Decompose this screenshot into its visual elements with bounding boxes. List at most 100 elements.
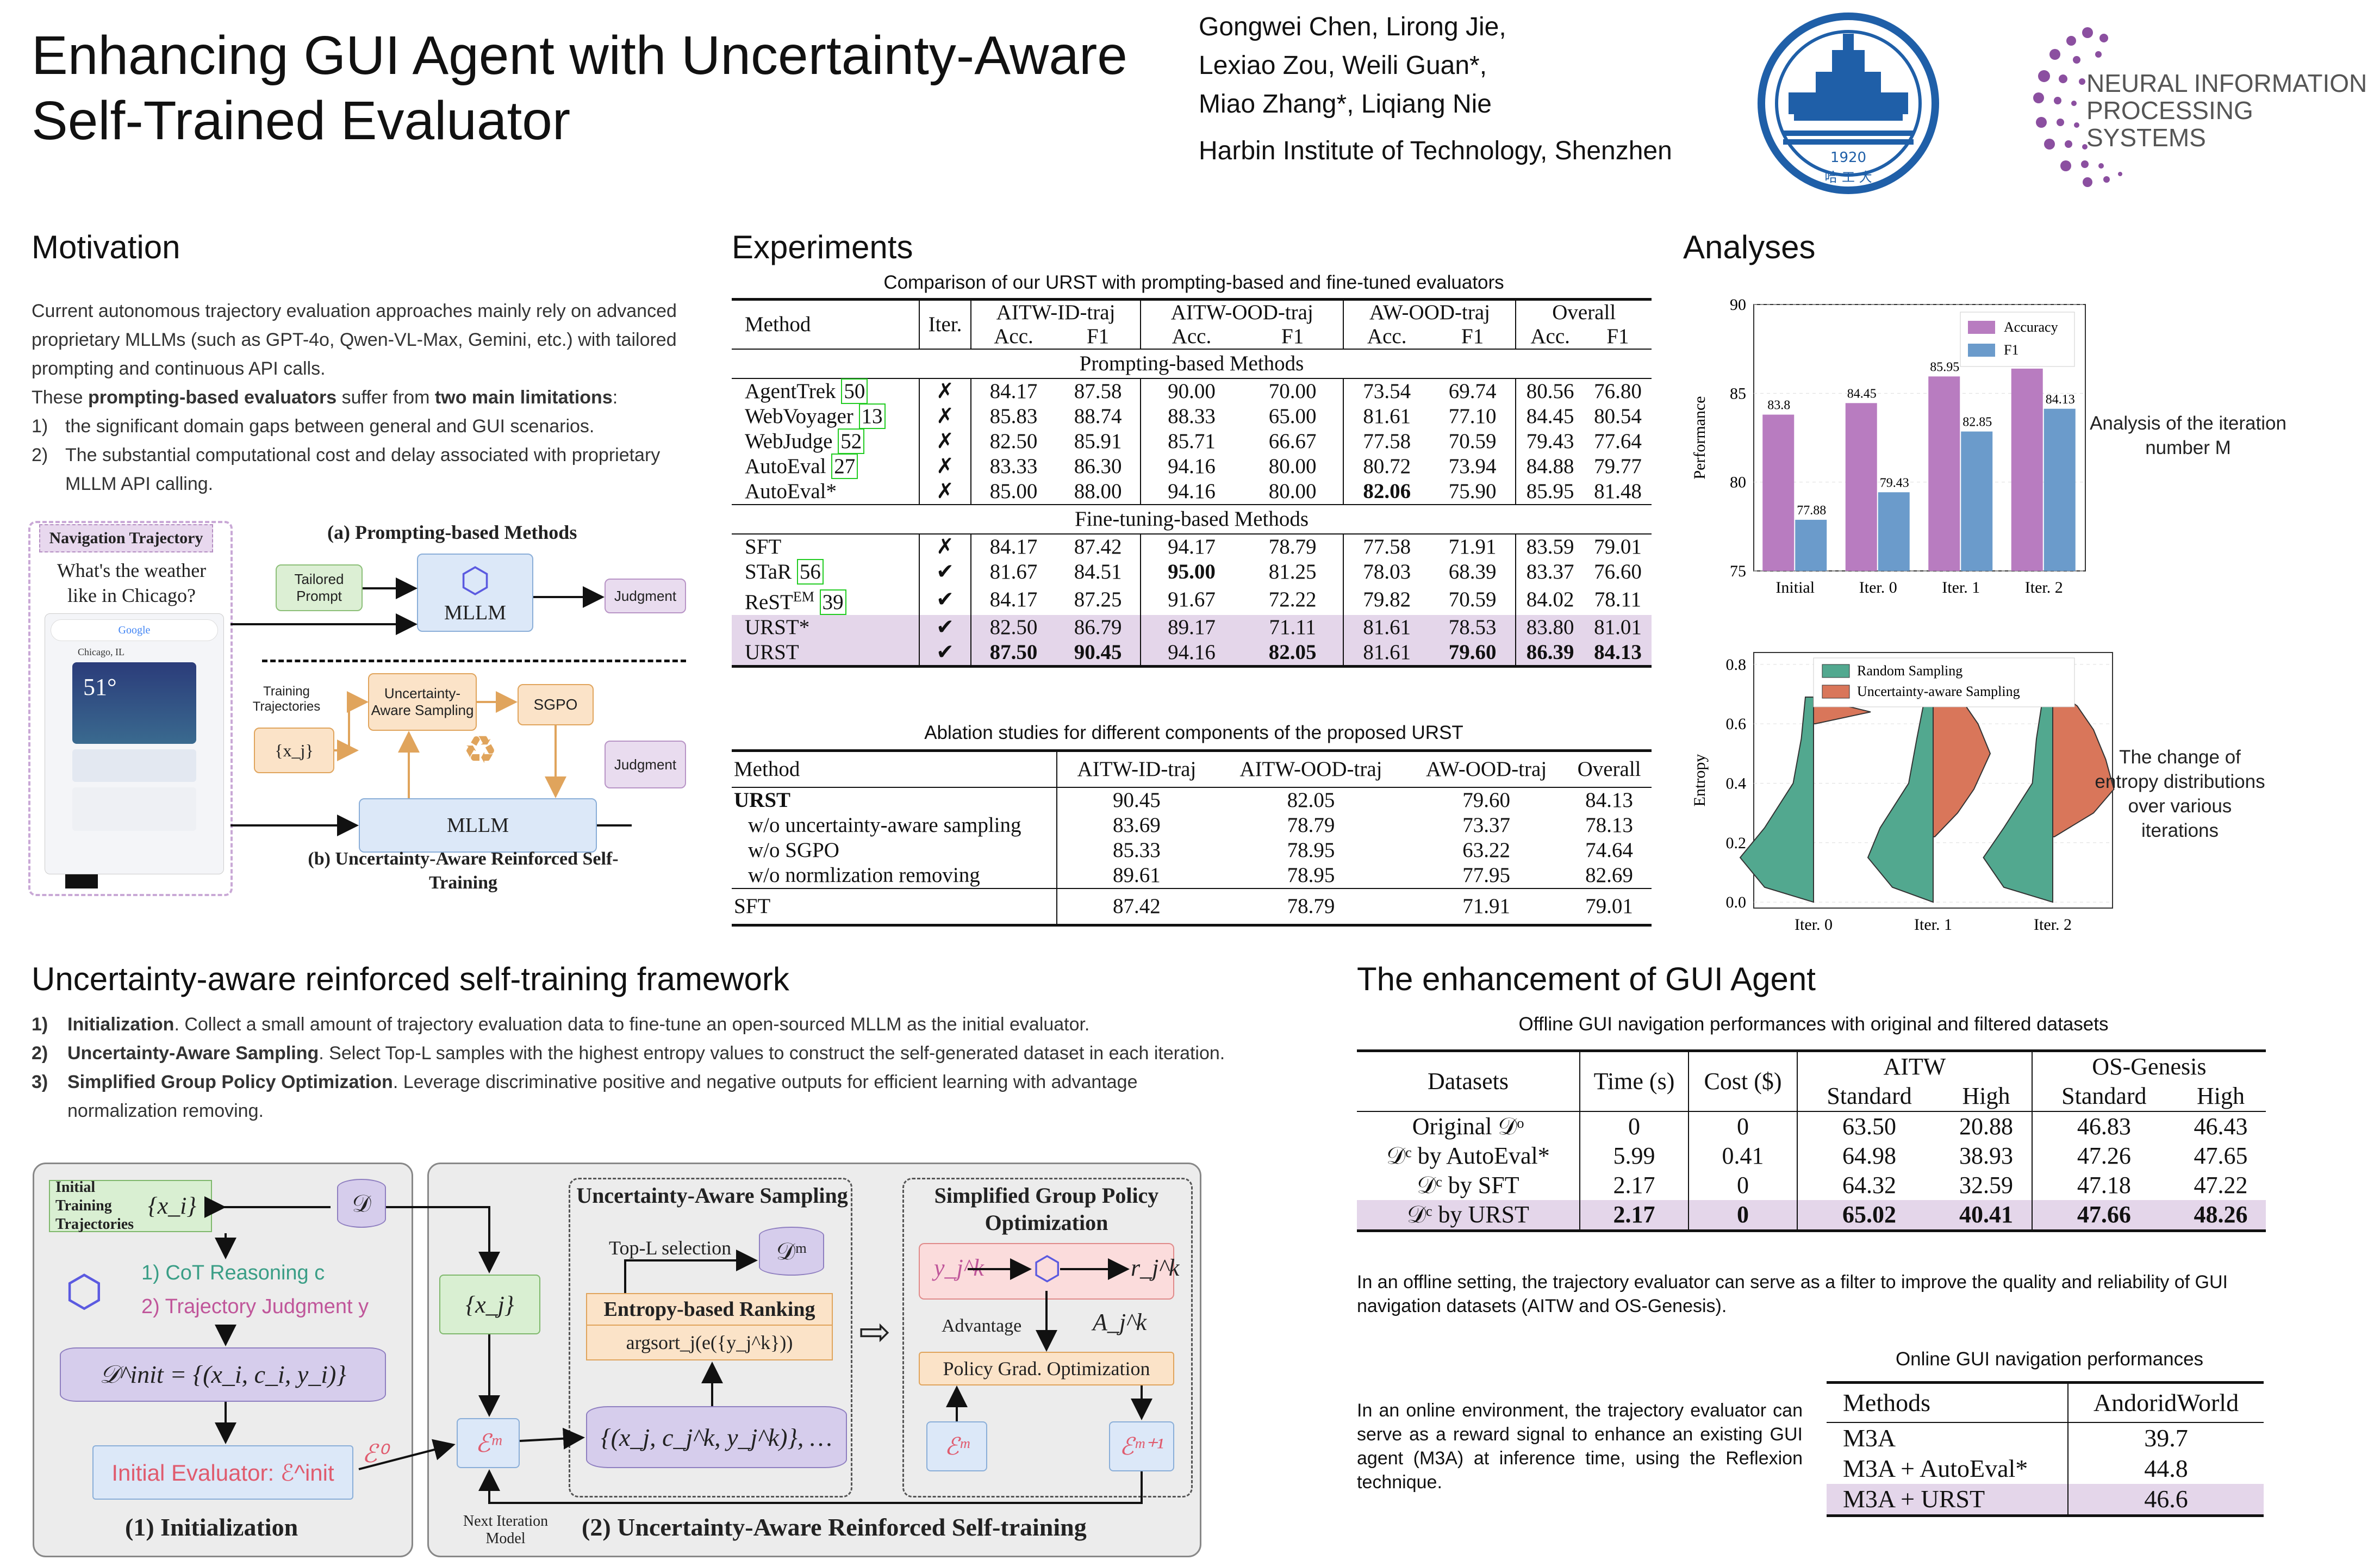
y-tick-label: 85 <box>1730 384 1746 402</box>
table-cell: 71.91 <box>1462 894 1510 918</box>
table-subheader-row: Standard High Standard High <box>1357 1082 2266 1111</box>
table-row: w/o SGPO 85.33 78.95 63.22 74.64 <box>732 838 1652 863</box>
table-cell: 84.17 <box>989 535 1038 558</box>
y-tick-label: 0.4 <box>1726 774 1747 792</box>
iter-mark: ✗ <box>919 378 971 404</box>
bar-value-label: 84.13 <box>2046 393 2075 407</box>
table-cell: 79.01 <box>1594 535 1642 558</box>
citation-link[interactable]: 56 <box>796 559 824 585</box>
framework-step: 3) Simplified Group Policy Optimization. … <box>32 1068 1228 1126</box>
table-cell: 79.43 <box>1515 429 1584 454</box>
method-name: SFT <box>745 535 782 558</box>
table-cell: 84.13 <box>1585 788 1633 812</box>
table2-caption: Ablation studies for different component… <box>924 722 1463 743</box>
bar <box>1928 376 1960 571</box>
next-iter-label: Next Iteration Model <box>463 1513 549 1547</box>
bar <box>1845 403 1877 571</box>
online-note: In an online environment, the trajectory… <box>1357 1400 1803 1493</box>
dinit-box: 𝒟^init = {(x_i, c_i, y_i)} <box>60 1347 386 1402</box>
offline-note: In an offline setting, the trajectory ev… <box>1357 1272 2228 1316</box>
method-name: WebJudge 52 <box>732 428 919 454</box>
col-sub: Acc. <box>1515 325 1584 349</box>
col-sub: Acc. <box>1140 325 1242 349</box>
bar <box>1961 431 1993 571</box>
table-row: SFT 87.42 78.79 71.91 79.01 <box>732 888 1652 925</box>
method-name: AutoEval 27 <box>732 453 919 479</box>
training-traj-label: Training Trajectories <box>252 684 321 714</box>
citation-link[interactable]: 27 <box>831 453 858 479</box>
y-tick-label: 80 <box>1730 474 1746 492</box>
col-androidworld: AndoridWorld <box>2067 1382 2264 1422</box>
uas-title: Uncertainty-Aware Sampling <box>576 1183 848 1208</box>
table-cell: 47.65 <box>2194 1142 2248 1169</box>
affiliation: Harbin Institute of Technology, Shenzhen <box>1199 136 1672 165</box>
table-cell: 79.77 <box>1594 455 1642 478</box>
table-cell: 78.13 <box>1585 813 1633 837</box>
table-cell: 84.17 <box>989 588 1038 611</box>
author-list: Gongwei Chen, Lirong Jie, Lexiao Zou, We… <box>1199 8 1506 123</box>
table-cell: 91.67 <box>1140 585 1242 615</box>
text-emphasis: prompting-based evaluators <box>88 387 337 408</box>
citation-link[interactable]: 13 <box>858 403 886 429</box>
method-name: STaR 56 <box>732 559 919 585</box>
table-cell: 81.01 <box>1594 616 1642 639</box>
method-name: SFT <box>734 894 771 918</box>
step-title: Uncertainty-Aware Sampling <box>67 1043 319 1064</box>
citation-link[interactable]: 39 <box>819 589 846 615</box>
table-cell: 48.26 <box>2194 1201 2248 1228</box>
iter-mark: ✔ <box>919 615 971 640</box>
table-cell: 0 <box>1688 1111 1797 1141</box>
col-method: Method <box>732 299 919 350</box>
text-emphasis: two main limitations <box>434 387 613 408</box>
table-cell: 87.42 <box>1056 888 1216 925</box>
table-cell: 79.01 <box>1585 894 1633 918</box>
judgment-box-b: Judgment <box>605 741 686 788</box>
author-line: Gongwei Chen, Lirong Jie, <box>1199 13 1506 41</box>
step-number: 3) <box>32 1072 48 1092</box>
iter-mark: ✗ <box>919 454 971 479</box>
citation-link[interactable]: 50 <box>841 378 868 404</box>
legend-swatch <box>1968 321 1995 334</box>
analysis-caption-2: The change of entropy distributions over… <box>2095 747 2265 841</box>
step-text: . Leverage discriminative positive and n… <box>67 1072 1138 1121</box>
table-cell: 70.59 <box>1448 588 1497 611</box>
limitation-item: 2) The substantial computational cost and… <box>32 441 684 499</box>
table1-container: Method Iter. AITW-ID-traj AITW-OOD-traj … <box>732 298 1652 668</box>
x-tick-label: Iter. 1 <box>1914 916 1952 934</box>
reward-box <box>919 1243 1174 1300</box>
bar-value-label: 79.43 <box>1880 476 1909 490</box>
col-cost: Cost ($) <box>1688 1051 1797 1112</box>
table-cell: 81.61 <box>1343 615 1430 640</box>
y-tick-label: 0.0 <box>1726 893 1747 911</box>
table-cell: 87.42 <box>1074 535 1122 558</box>
table-cell: 81.61 <box>1343 404 1430 429</box>
table-cell: 70.00 <box>1268 380 1317 403</box>
table-cell: 79.60 <box>1448 641 1497 664</box>
mllm-logo-icon: ⬡ <box>65 1268 103 1316</box>
neurips-logo: NEURAL INFORMATION PROCESSING SYSTEMS <box>2022 16 2370 196</box>
table-row: M3A 39.7 <box>1827 1422 2264 1453</box>
table-row: ReSTEM 39 ✔ 84.17 87.25 91.67 72.22 79.82 70.59… <box>732 585 1652 615</box>
method-name: M3A <box>1843 1424 1896 1452</box>
table-cell: 88.74 <box>1074 405 1122 428</box>
table-cell: 86.79 <box>1074 616 1122 639</box>
method-name: URST <box>745 641 799 664</box>
citation-link[interactable]: 52 <box>838 428 865 454</box>
table3-container: Datasets Time (s) Cost ($) AITW OS-Genes… <box>1357 1049 2266 1232</box>
table-cell: 46.43 <box>2194 1113 2248 1140</box>
sgpo-box: SGPO <box>518 684 594 725</box>
table-subheader-row: Acc. F1 Acc. F1 Acc. F1 Acc. F1 <box>732 325 1652 349</box>
table-cell: 78.95 <box>1287 863 1335 887</box>
legend-swatch <box>1968 344 1995 357</box>
advantage-label: Advantage <box>942 1316 1022 1336</box>
motivation-text: Current autonomous trajectory evaluation… <box>32 297 684 499</box>
table-cell: 77.10 <box>1448 405 1497 428</box>
table-cell: 80.54 <box>1594 405 1642 428</box>
table-row: URST ✔ 87.50 90.45 94.16 82.05 81.61 79.60 86.39… <box>732 640 1652 667</box>
table4-container: Methods AndoridWorld M3A 39.7 M3A + AutoEv… <box>1827 1381 2264 1517</box>
method-name: URST* <box>745 616 810 639</box>
y-tick-label: 0.6 <box>1726 715 1747 733</box>
table-row: AutoEval* ✗ 85.00 88.00 94.16 80.00 82.06 75.90… <box>732 479 1652 505</box>
table-cell: 71.91 <box>1448 535 1497 558</box>
table-cell: 94.17 <box>1140 534 1242 560</box>
